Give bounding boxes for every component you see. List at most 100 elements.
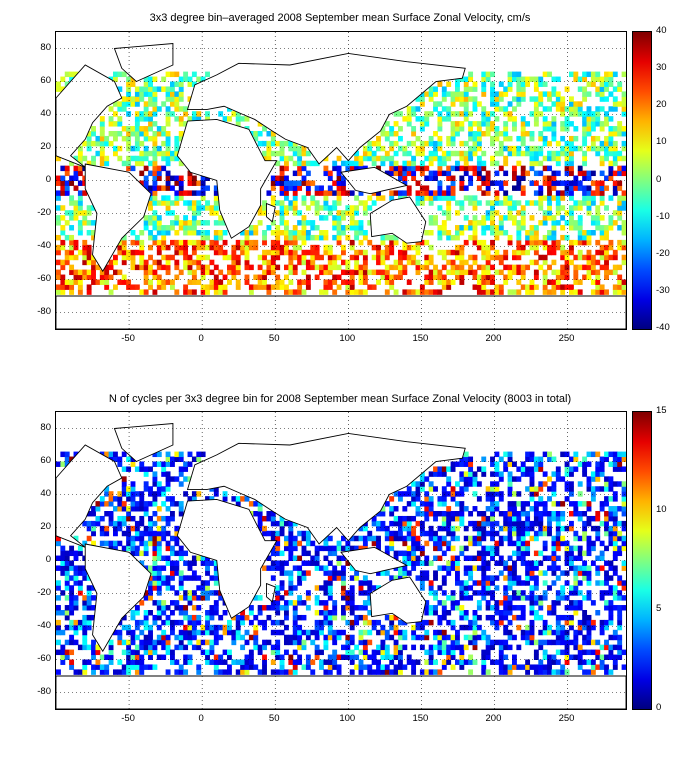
data-cell xyxy=(441,644,447,651)
data-cell xyxy=(257,121,263,127)
data-cell xyxy=(183,491,189,497)
data-cell xyxy=(178,610,184,616)
data-cell xyxy=(538,600,544,606)
data-cell xyxy=(590,491,596,497)
data-cell xyxy=(533,639,539,646)
data-cell xyxy=(64,649,70,656)
data-cell xyxy=(393,649,399,656)
data-cell xyxy=(209,244,215,251)
data-cell xyxy=(279,249,285,256)
data-cell xyxy=(481,466,487,472)
data-cell xyxy=(415,491,421,497)
data-cell xyxy=(525,545,531,552)
data-cell xyxy=(428,289,434,295)
data-cell xyxy=(450,595,456,601)
data-cell xyxy=(419,200,425,206)
data-cell xyxy=(564,259,570,266)
data-cell xyxy=(284,614,289,621)
data-cell xyxy=(621,200,626,206)
data-cell xyxy=(459,471,465,477)
data-cell xyxy=(187,180,193,186)
data-cell xyxy=(560,96,566,102)
data-cell xyxy=(498,511,504,517)
data-cell xyxy=(498,644,504,651)
data-cell xyxy=(485,565,491,571)
data-cell xyxy=(542,649,548,656)
data-cell xyxy=(481,160,487,167)
data-cell xyxy=(275,605,281,611)
data-cell xyxy=(507,239,513,246)
data-cell xyxy=(235,121,241,127)
data-cell xyxy=(533,160,539,167)
data-cell xyxy=(582,96,588,102)
data-cell xyxy=(520,264,526,271)
data-cell xyxy=(468,155,474,162)
data-cell xyxy=(441,190,447,196)
data-cell xyxy=(564,170,570,177)
data-cell xyxy=(468,111,474,117)
data-cell xyxy=(336,570,342,576)
data-cell xyxy=(433,535,438,542)
data-cell xyxy=(332,664,338,670)
data-cell xyxy=(490,481,495,487)
data-cell xyxy=(336,239,342,246)
data-cell xyxy=(178,195,184,201)
data-cell xyxy=(437,471,443,477)
data-cell xyxy=(617,239,623,246)
data-cell xyxy=(156,244,162,251)
data-cell xyxy=(481,659,487,665)
data-cell xyxy=(152,91,158,97)
data-cell xyxy=(433,511,438,517)
data-cell xyxy=(165,230,171,236)
data-cell xyxy=(376,279,381,285)
data-cell xyxy=(419,116,425,122)
y-tick-label: 20 xyxy=(40,140,51,152)
data-cell xyxy=(253,664,259,670)
data-cell xyxy=(538,220,544,226)
data-cell xyxy=(446,81,452,87)
data-cell xyxy=(156,614,162,621)
data-cell xyxy=(323,600,329,606)
data-cell xyxy=(595,205,601,211)
data-cell xyxy=(507,81,513,87)
data-cell xyxy=(599,91,605,97)
data-cell xyxy=(533,145,539,152)
data-cell xyxy=(349,190,355,196)
data-cell xyxy=(599,501,605,507)
data-cell xyxy=(586,639,592,646)
data-cell xyxy=(384,535,390,542)
data-cell xyxy=(222,230,228,236)
data-cell xyxy=(604,486,609,492)
data-cell xyxy=(542,664,548,670)
data-cell xyxy=(143,116,149,122)
data-cell xyxy=(590,195,596,201)
data-cell xyxy=(494,451,500,458)
data-cell xyxy=(573,185,579,191)
data-cell xyxy=(139,244,145,251)
data-cell xyxy=(99,150,105,157)
data-cell xyxy=(577,570,583,576)
data-cell xyxy=(472,634,478,641)
data-cell xyxy=(604,225,609,231)
data-cell xyxy=(253,131,259,137)
data-cell xyxy=(389,190,395,196)
data-cell xyxy=(520,605,526,611)
data-cell xyxy=(564,121,570,127)
data-cell xyxy=(284,180,289,186)
data-cell xyxy=(336,560,342,566)
data-cell xyxy=(529,466,535,472)
data-cell xyxy=(262,274,267,280)
data-cell xyxy=(437,145,443,152)
data-cell xyxy=(253,284,259,290)
data-cell xyxy=(542,501,548,507)
data-cell xyxy=(525,595,531,601)
data-cell xyxy=(91,669,96,675)
data-cell xyxy=(213,639,219,646)
data-cell xyxy=(319,585,324,591)
data-cell xyxy=(503,249,509,256)
data-cell xyxy=(590,289,596,295)
data-cell xyxy=(121,96,127,102)
data-cell xyxy=(332,215,338,221)
data-cell xyxy=(525,131,531,137)
data-cell xyxy=(481,585,487,591)
